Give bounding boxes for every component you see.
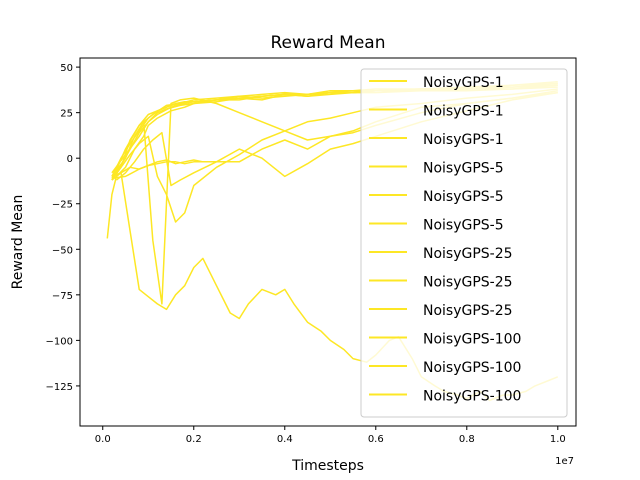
x-tick-label: 0.2 — [186, 434, 202, 445]
legend-label: NoisyGPS-100 — [423, 389, 521, 405]
legend-label: NoisyGPS-25 — [423, 275, 513, 291]
legend-label: NoisyGPS-100 — [423, 360, 521, 376]
legend-label: NoisyGPS-5 — [423, 218, 504, 234]
plot-frame — [79, 57, 577, 427]
x-axis: 0.0 0.2 0.4 0.6 0.8 1.0 — [95, 426, 566, 445]
y-tick-label: −50 — [52, 245, 73, 256]
x-axis-offset-label: 1e7 — [555, 456, 574, 467]
y-tick-label: 50 — [60, 63, 73, 74]
y-tick-label: −125 — [46, 382, 73, 393]
y-tick-label: 0 — [67, 154, 73, 165]
y-tick-label: −100 — [46, 336, 73, 347]
x-tick-label: 1.0 — [550, 434, 566, 445]
chart-title: Reward Mean — [270, 33, 385, 53]
legend-label: NoisyGPS-5 — [423, 161, 504, 177]
x-tick-label: 0.8 — [459, 434, 475, 445]
legend: NoisyGPS-1 NoisyGPS-1 NoisyGPS-1 NoisyGPS-5… — [360, 68, 568, 418]
y-axis: 50 25 0 −25 −50 −75 −100 −125 — [46, 63, 80, 393]
y-tick-label: −75 — [52, 291, 73, 302]
y-tick-label: 25 — [60, 109, 73, 120]
y-tick-label: −25 — [52, 200, 73, 211]
legend-label: NoisyGPS-1 — [423, 132, 504, 148]
series-line-11 — [111, 161, 240, 181]
x-tick-label: 0.4 — [277, 434, 293, 445]
legend-label: NoisyGPS-25 — [423, 246, 513, 262]
y-axis-label: Reward Mean — [10, 195, 26, 290]
legend-label: NoisyGPS-5 — [423, 189, 504, 205]
legend-label: NoisyGPS-1 — [423, 104, 504, 120]
legend-label: NoisyGPS-1 — [423, 75, 504, 91]
x-tick-label: 0.0 — [95, 434, 111, 445]
x-axis-label: Timesteps — [291, 458, 364, 474]
legend-label: NoisyGPS-25 — [423, 303, 513, 319]
x-tick-label: 0.6 — [368, 434, 384, 445]
legend-label: NoisyGPS-100 — [423, 332, 521, 348]
legend-box — [360, 68, 568, 418]
